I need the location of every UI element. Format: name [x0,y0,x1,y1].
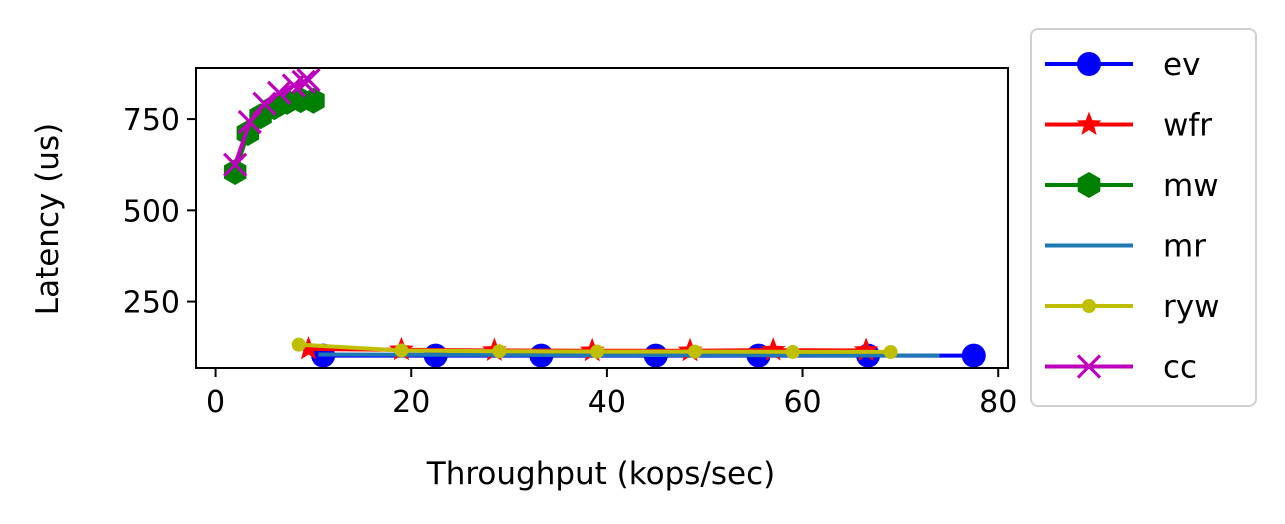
y-axis-label: Latency (us) [30,123,66,315]
legend-label-ev: ev [1163,47,1200,83]
legend-item-mr: mr [1045,229,1206,265]
series-cc [223,68,321,177]
y-tick-label: 500 [123,194,180,229]
legend-item-ryw: ryw [1045,289,1219,325]
legend-marker-cc [1076,354,1102,379]
legend-label-mr: mr [1163,229,1206,265]
x-axis-label: Throughput (kops/sec) [426,456,775,492]
data-point-ryw [785,344,800,359]
data-point-cc [291,69,316,94]
x-tick-label: 0 [206,385,225,420]
x-tick-label: 20 [392,385,430,420]
data-point-wfr [853,337,879,361]
x-tick-label: 60 [783,385,821,420]
data-point-wfr [296,336,321,360]
data-point-mw [302,87,325,114]
legend-box [1030,28,1257,407]
data-point-ryw [394,343,409,358]
data-point-wfr [760,337,786,361]
data-point-cc [252,91,277,116]
axes-frame [195,67,1009,369]
series-layer [223,68,986,368]
data-point-ryw [883,344,898,359]
legend-label-ryw: ryw [1163,289,1219,325]
data-point-cc [223,152,248,177]
series-mw [223,87,325,185]
legend-item-cc: cc [1045,350,1197,386]
y-axis-ticks: 250 500 750 [123,103,196,321]
legend-label-cc: cc [1163,350,1197,386]
data-point-ryw [291,337,306,352]
series-mr [318,352,940,358]
series-line-mr [318,352,940,358]
legend-label-mw: mw [1163,168,1219,204]
legend-item-wfr: wfr [1045,108,1212,144]
legend-label-wfr: wfr [1163,108,1212,144]
y-tick-label: 250 [123,286,180,321]
data-point-mw [223,159,247,185]
legend: ev wfr mw mr ryw cc [1030,28,1257,407]
data-point-cc [267,80,292,105]
legend-marker-mw [1077,172,1101,198]
data-point-ryw [687,344,702,359]
legend-item-mw: mw [1045,168,1219,204]
series-ryw [291,337,898,359]
x-axis-ticks: 0 20 40 60 80 [206,368,1017,420]
plot-area [195,67,1009,369]
x-tick-label: 80 [979,385,1017,420]
data-point-cc [237,109,262,135]
x-tick-label: 40 [588,385,626,420]
legend-item-ev: ev [1045,47,1200,83]
data-point-ev [961,343,986,368]
data-point-ryw [590,344,605,359]
data-point-ryw [492,344,507,359]
legend-marker-ev [1077,52,1101,76]
legend-marker-wfr [1076,111,1102,135]
legend-marker-ryw [1082,299,1096,313]
data-point-cc [296,68,321,93]
y-tick-label: 750 [123,103,180,138]
